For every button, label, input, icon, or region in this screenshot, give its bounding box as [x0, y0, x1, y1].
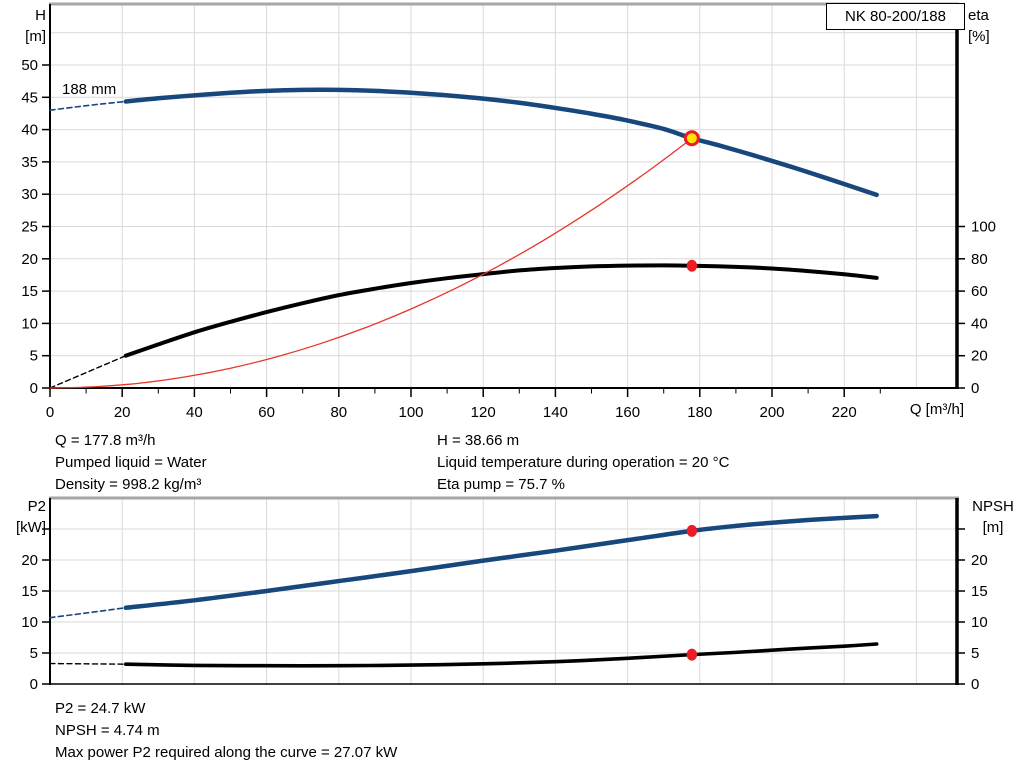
- x-tick-label: 0: [46, 404, 54, 421]
- x-tick-label: 220: [832, 404, 857, 421]
- p2-curve: [123, 513, 879, 610]
- q-axis-label: Q [m³/h]: [909, 401, 964, 418]
- h-q-chart[interactable]: 0 20 40 60 80 100 120 140 160 180 200 2200510152025…: [0, 0, 1024, 425]
- q-value: Q = 177.8 m³/h: [55, 432, 156, 449]
- y-left-tick-label: 0: [30, 676, 38, 693]
- x-tick-label: 120: [471, 404, 496, 421]
- npsh-axis-label: NPSH [m]: [972, 498, 1014, 536]
- eta-pump-value: Eta pump = 75.7 %: [437, 476, 565, 493]
- duty-point-p2[interactable]: [686, 524, 698, 537]
- y-left-tick-label: 40: [21, 122, 38, 139]
- pumped-liquid-value: Pumped liquid = Water: [55, 454, 207, 471]
- density-value: Density = 998.2 kg/m³: [55, 476, 202, 493]
- y-left-tick-label: 45: [21, 89, 38, 106]
- y-left-tick-label: 15: [21, 583, 38, 600]
- y-left-tick-label: 35: [21, 154, 38, 171]
- liquid-temperature-value: Liquid temperature during operation = 20…: [437, 454, 730, 471]
- efficiency-curve-extrapolated: [49, 355, 127, 389]
- y-right-tick-label: 0: [971, 676, 979, 693]
- y-left-tick-label: 20: [21, 552, 38, 569]
- y-right-tick-label: 20: [971, 348, 988, 365]
- y-left-tick-label: 30: [21, 186, 38, 203]
- p2-axis-label: P2 [kW]: [16, 498, 46, 536]
- pump-model-badge: NK 80-200/188: [826, 3, 965, 30]
- h-axis-label: H [m]: [25, 7, 46, 45]
- y-left-tick-label: 5: [30, 645, 38, 662]
- duty-data-column-1: Q = 177.8 m³/h Pumped liquid = Water Den…: [55, 430, 207, 496]
- npsh-curve: [124, 642, 879, 668]
- x-tick-label: 40: [186, 404, 203, 421]
- system-curve: [49, 137, 693, 389]
- x-tick-label: 180: [687, 404, 712, 421]
- duty-point-efficiency[interactable]: [686, 259, 698, 272]
- x-tick-label: 100: [398, 404, 423, 421]
- y-left-tick-label: 10: [21, 315, 38, 332]
- head-curve: [123, 87, 879, 198]
- x-tick-label: 200: [759, 404, 784, 421]
- impeller-diameter-label: 188 mm: [62, 81, 117, 98]
- y-left-tick-label: 50: [21, 57, 38, 74]
- x-tick-label: 160: [615, 404, 640, 421]
- y-left-tick-label: 10: [21, 614, 38, 631]
- result-data-block: P2 = 24.7 kW NPSH = 4.74 m Max power P2 …: [55, 698, 397, 764]
- npsh-curve-extrapolated: [49, 662, 127, 665]
- h-value: H = 38.66 m: [437, 432, 520, 449]
- y-right-tick-label: 10: [971, 614, 988, 631]
- x-tick-label: 80: [330, 404, 347, 421]
- y-left-tick-label: 25: [21, 219, 38, 236]
- y-left-tick-label: 5: [30, 348, 38, 365]
- y-right-tick-label: 20: [971, 552, 988, 569]
- y-right-tick-label: 0: [971, 380, 979, 397]
- x-tick-label: 60: [258, 404, 275, 421]
- y-right-tick-label: 5: [971, 645, 979, 662]
- y-right-tick-label: 15: [971, 583, 988, 600]
- duty-point-head[interactable]: [683, 130, 700, 147]
- y-right-tick-label: 40: [971, 315, 988, 332]
- x-tick-label: 20: [114, 404, 131, 421]
- y-right-tick-label: 80: [971, 251, 988, 268]
- y-left-tick-label: 0: [30, 380, 38, 397]
- y-left-tick-label: 15: [21, 283, 38, 300]
- p2-curve-extrapolated: [49, 606, 127, 619]
- y-right-tick-label: 100: [971, 219, 996, 236]
- max-power-value: Max power P2 required along the curve = …: [55, 744, 398, 761]
- efficiency-curve: [123, 263, 879, 358]
- y-right-tick-label: 60: [971, 283, 988, 300]
- head-curve-extrapolated: [49, 100, 127, 112]
- eta-axis-label: eta [%]: [968, 7, 990, 45]
- p2-value: P2 = 24.7 kW: [55, 700, 146, 717]
- duty-point-npsh[interactable]: [686, 648, 698, 661]
- npsh-value: NPSH = 4.74 m: [55, 722, 160, 739]
- y-left-tick-label: 20: [21, 251, 38, 268]
- x-tick-label: 140: [543, 404, 568, 421]
- duty-data-column-2: H = 38.66 m Liquid temperature during op…: [437, 430, 729, 496]
- p2-npsh-chart[interactable]: 0 5 10 15 20 0 5 10 15 20: [0, 490, 1024, 705]
